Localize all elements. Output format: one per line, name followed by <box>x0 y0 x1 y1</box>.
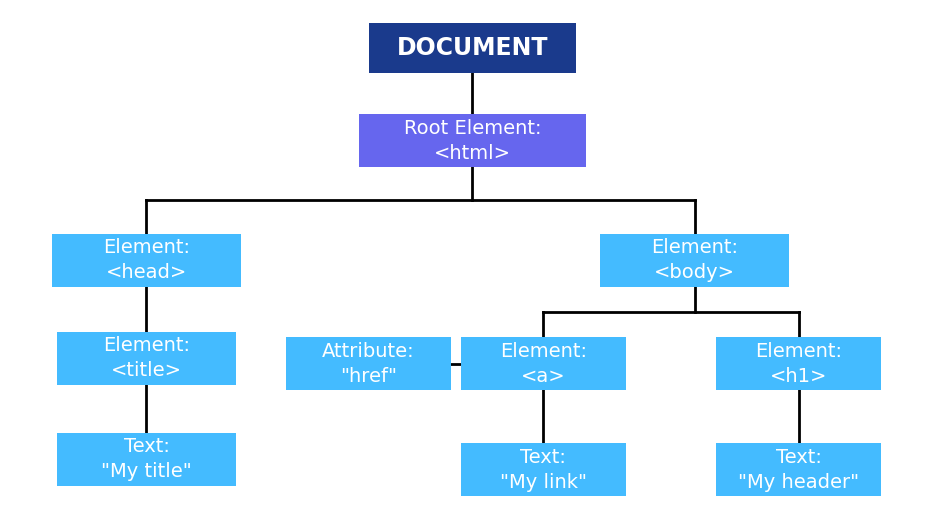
Text: Element:
<title>: Element: <title> <box>103 337 190 380</box>
FancyBboxPatch shape <box>460 443 625 496</box>
FancyBboxPatch shape <box>57 332 236 385</box>
FancyBboxPatch shape <box>52 234 241 287</box>
Text: Attribute:
"href": Attribute: "href" <box>322 342 414 386</box>
FancyBboxPatch shape <box>368 22 576 73</box>
FancyBboxPatch shape <box>57 433 236 486</box>
Text: Element:
<h1>: Element: <h1> <box>754 342 841 386</box>
FancyBboxPatch shape <box>599 234 788 287</box>
FancyBboxPatch shape <box>359 114 585 167</box>
Text: Element:
<head>: Element: <head> <box>103 238 190 282</box>
Text: Root Element:
<html>: Root Element: <html> <box>403 119 541 162</box>
Text: Text:
"My header": Text: "My header" <box>737 448 858 492</box>
Text: Element:
<body>: Element: <body> <box>650 238 737 282</box>
FancyBboxPatch shape <box>460 337 625 390</box>
FancyBboxPatch shape <box>716 443 880 496</box>
FancyBboxPatch shape <box>716 337 880 390</box>
Text: DOCUMENT: DOCUMENT <box>396 36 548 60</box>
Text: Text:
"My title": Text: "My title" <box>101 438 192 481</box>
Text: Element:
<a>: Element: <a> <box>499 342 586 386</box>
FancyBboxPatch shape <box>285 337 451 390</box>
Text: Text:
"My link": Text: "My link" <box>499 448 586 492</box>
